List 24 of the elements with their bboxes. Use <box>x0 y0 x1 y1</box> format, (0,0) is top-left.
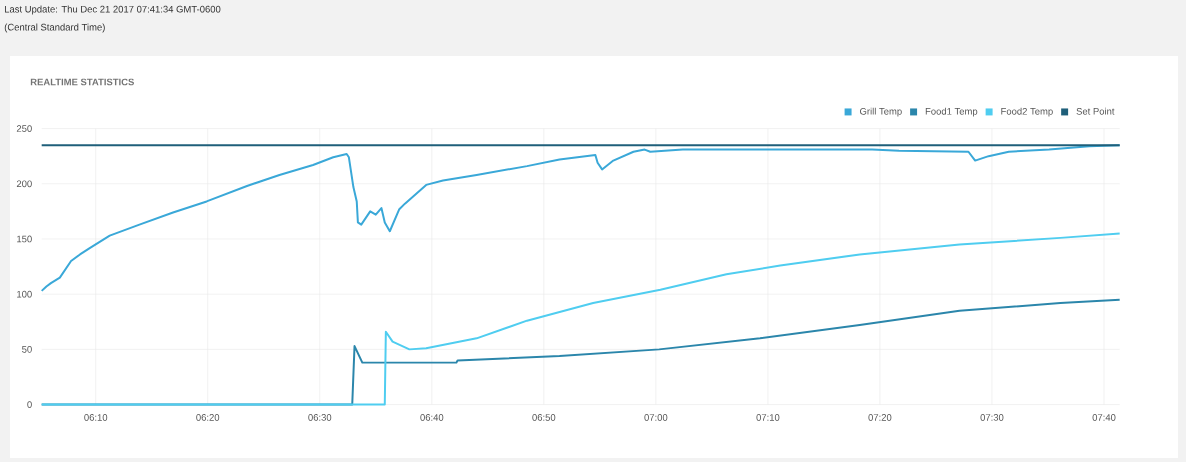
legend-label: Food1 Temp <box>925 107 978 117</box>
y-tick-label: 50 <box>22 346 32 353</box>
line-series <box>40 232 1121 406</box>
x-tick-label: 07:20 <box>868 414 892 421</box>
text: Last Update: Thu Dec 21 2017 07:41:34 GMT-0600 <box>4 5 221 15</box>
legend-label: Set Point <box>1076 107 1115 115</box>
legend-label: Food2 Temp <box>1001 107 1053 117</box>
y-tick-label: 100 <box>17 290 32 298</box>
x-tick-label: 07:40 <box>1092 414 1116 421</box>
text: (Central Standard Time) <box>4 23 105 33</box>
x-tick-label: 06:40 <box>420 414 444 421</box>
x-tick-label: 06:50 <box>532 414 556 421</box>
y-tick-label: 200 <box>16 180 32 188</box>
legend-label: Grill Temp <box>860 107 902 117</box>
y-tick-label: 250 <box>16 125 32 132</box>
y-tick-label: 150 <box>17 235 32 243</box>
x-tick-label: 07:00 <box>644 414 668 421</box>
x-tick-label: 06:20 <box>196 414 220 421</box>
x-tick-label: 06:30 <box>308 414 332 421</box>
y-tick-label: 0 <box>27 401 32 408</box>
x-tick-label: 07:10 <box>756 414 780 421</box>
chart-title: REALTIME STATISTICS <box>30 78 134 86</box>
x-tick-label: 06:10 <box>84 414 108 421</box>
x-tick-label: 07:30 <box>980 414 1004 421</box>
